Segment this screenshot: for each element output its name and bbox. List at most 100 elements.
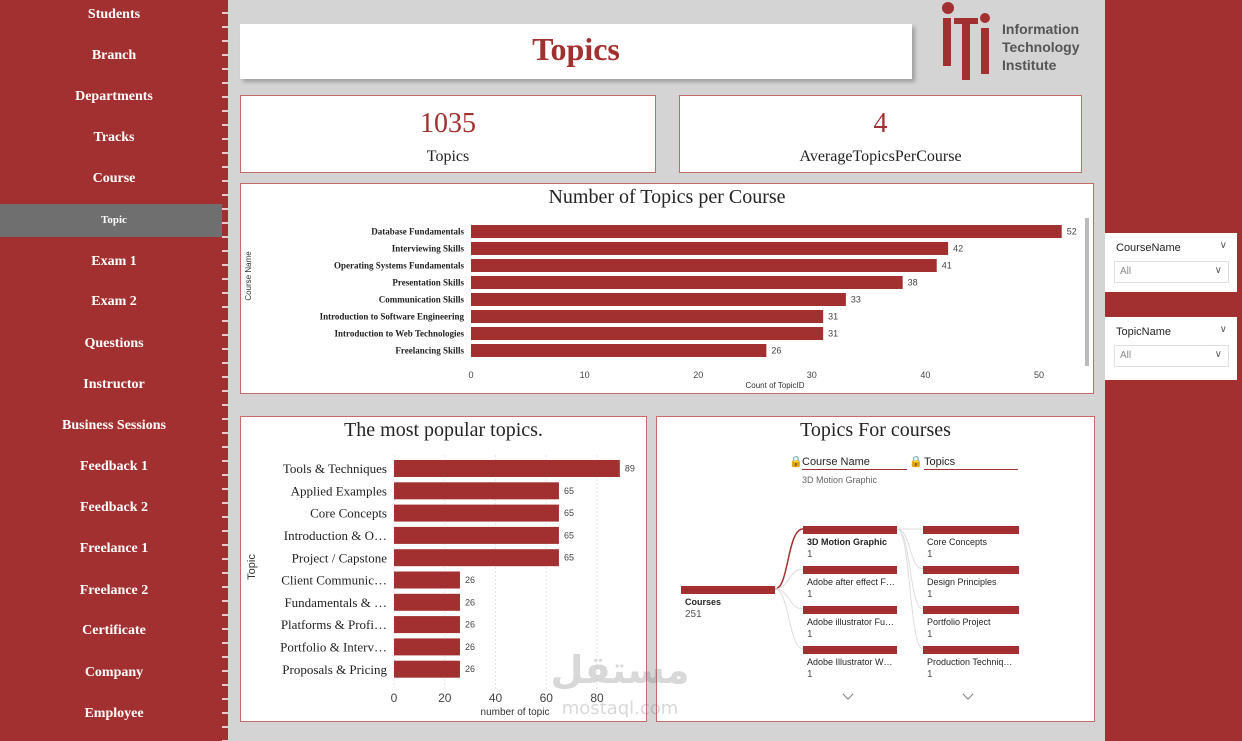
data-label: 31: [828, 329, 838, 339]
decomp-course-node[interactable]: 3D Motion Graphic 1: [803, 526, 897, 560]
connector: [896, 528, 924, 650]
x-tick-label: 40: [920, 370, 930, 380]
node-label: 3D Motion Graphic: [807, 537, 887, 547]
node-bar: [923, 526, 1019, 534]
bar[interactable]: [394, 526, 559, 544]
node-bar: [923, 566, 1019, 574]
topic-name-slicer[interactable]: TopicName ∨ All ∨: [1105, 317, 1237, 380]
bar[interactable]: [471, 259, 937, 272]
kpi-value: 1035: [420, 108, 476, 139]
data-label: 33: [851, 295, 861, 305]
kpi-card-topics: 1035 Topics: [240, 95, 656, 173]
sidebar-item-exam-1[interactable]: Exam 1: [91, 254, 137, 269]
sidebar-item-freelance-2[interactable]: Freelance 2: [79, 583, 149, 598]
decomp-topic-node[interactable]: Core Concepts 1: [923, 526, 1019, 560]
data-label: 26: [771, 346, 781, 356]
decomp-topic-node[interactable]: Design Principles 1: [923, 566, 1019, 600]
sidebar-item-business-sessions[interactable]: Business Sessions: [62, 418, 166, 433]
sidebar-item-course[interactable]: Course: [92, 171, 136, 186]
sidebar-item-employee[interactable]: Employee: [84, 706, 144, 721]
chart-title: The most popular topics.: [344, 419, 543, 441]
bar[interactable]: [471, 276, 903, 289]
slicer-value: All: [1120, 266, 1132, 277]
decomp-course-node[interactable]: Adobe illustrator Fu… 1: [803, 606, 897, 640]
node-label: Design Principles: [927, 577, 997, 587]
course-name-slicer[interactable]: CourseName ∨ All ∨: [1105, 233, 1237, 292]
data-label: 38: [908, 278, 918, 288]
level-header-course[interactable]: Course Name: [802, 456, 870, 468]
x-tick-label: 10: [580, 370, 590, 380]
sidebar-item-topic[interactable]: Topic: [0, 204, 228, 237]
data-label: 52: [1067, 227, 1077, 237]
y-axis-label: Topic: [246, 554, 258, 580]
bar[interactable]: [471, 242, 949, 255]
y-tick-label: Applied Examples: [291, 483, 387, 498]
page-title-box: Topics: [240, 24, 912, 79]
visual-title: Topics For courses: [800, 419, 951, 441]
decomposition-tree: Topics For courses 🔒 Course Name 3D Moti…: [656, 416, 1095, 722]
decomp-root-node[interactable]: Courses 251: [681, 586, 775, 620]
bar[interactable]: [471, 293, 846, 306]
chevron-down-icon[interactable]: ∨: [1219, 240, 1227, 251]
bar[interactable]: [394, 571, 460, 589]
sidebar-item-company[interactable]: Company: [84, 665, 144, 680]
topic-name-dropdown[interactable]: All ∨: [1114, 345, 1229, 367]
y-tick-label: Tools & Techniques: [283, 461, 387, 476]
bar[interactable]: [471, 327, 824, 340]
level-header-topics[interactable]: Topics: [924, 456, 956, 468]
decomp-topic-node[interactable]: Portfolio Project 1: [923, 606, 1019, 640]
node-bar: [923, 606, 1019, 614]
bar[interactable]: [394, 504, 559, 522]
sidebar-item-instructor[interactable]: Instructor: [83, 377, 145, 392]
chevron-down-icon[interactable]: ∨: [1219, 324, 1227, 335]
data-label: 26: [465, 642, 475, 652]
bar[interactable]: [394, 638, 460, 656]
x-axis-label: Count of TopicID: [746, 381, 805, 390]
bar[interactable]: [394, 660, 460, 678]
bar[interactable]: [471, 225, 1062, 238]
header-underline: [802, 469, 907, 470]
lock-icon: 🔒: [909, 455, 923, 468]
decomp-svg: 🔒 Course Name 3D Motion Graphic 🔒 Topics…: [681, 455, 1019, 700]
data-label: 26: [465, 664, 475, 674]
data-label: 89: [625, 464, 635, 474]
node-value: 1: [807, 549, 813, 560]
sidebar-item-feedback-2[interactable]: Feedback 2: [79, 500, 149, 515]
x-tick-label: 60: [540, 691, 554, 705]
y-tick-label: Freelancing Skills: [395, 346, 464, 356]
scrollbar[interactable]: [1085, 218, 1089, 366]
sidebar-item-certificate[interactable]: Certificate: [82, 623, 146, 638]
bar[interactable]: [394, 593, 460, 611]
bar[interactable]: [471, 310, 824, 323]
bar[interactable]: [394, 460, 620, 477]
course-name-dropdown[interactable]: All ∨: [1114, 261, 1229, 283]
decomp-topic-node[interactable]: Production Techniq… 1: [923, 646, 1019, 680]
data-label: 26: [465, 597, 475, 607]
chevron-down-icon[interactable]: [842, 693, 854, 700]
sidebar-item-feedback-1[interactable]: Feedback 1: [79, 459, 149, 474]
logo-text: Information Technology Institute: [1002, 20, 1080, 74]
x-tick-label: 40: [489, 691, 503, 705]
decomp-course-node[interactable]: Adobe Illustrator W… 1: [803, 646, 897, 680]
bar[interactable]: [471, 344, 767, 357]
node-label: Core Concepts: [927, 537, 988, 547]
sidebar-item-questions[interactable]: Questions: [84, 336, 144, 351]
node-label: Adobe after effect F…: [807, 577, 895, 587]
decomp-course-node[interactable]: Adobe after effect F… 1: [803, 566, 897, 600]
y-tick-label: Portfolio & Interv…: [280, 639, 387, 654]
bar[interactable]: [394, 549, 559, 567]
kpi-label: Topics: [426, 148, 470, 165]
connector: [774, 588, 804, 610]
sidebar-item-exam-2[interactable]: Exam 2: [91, 294, 137, 309]
bar[interactable]: [394, 482, 559, 500]
sidebar-item-tracks[interactable]: Tracks: [93, 130, 135, 145]
bar[interactable]: [394, 616, 460, 634]
chevron-down-icon[interactable]: [962, 693, 974, 700]
node-value: 1: [807, 589, 813, 600]
sidebar-item-branch[interactable]: Branch: [91, 48, 137, 63]
node-value: 1: [927, 589, 933, 600]
data-label: 31: [828, 312, 838, 322]
sidebar-item-freelance-1[interactable]: Freelance 1: [79, 541, 149, 556]
sidebar-item-departments[interactable]: Departments: [75, 89, 153, 104]
sidebar-item-students[interactable]: Students: [87, 7, 141, 22]
